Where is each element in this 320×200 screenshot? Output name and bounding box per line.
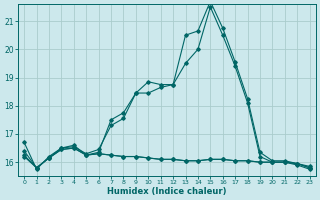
X-axis label: Humidex (Indice chaleur): Humidex (Indice chaleur): [107, 187, 227, 196]
